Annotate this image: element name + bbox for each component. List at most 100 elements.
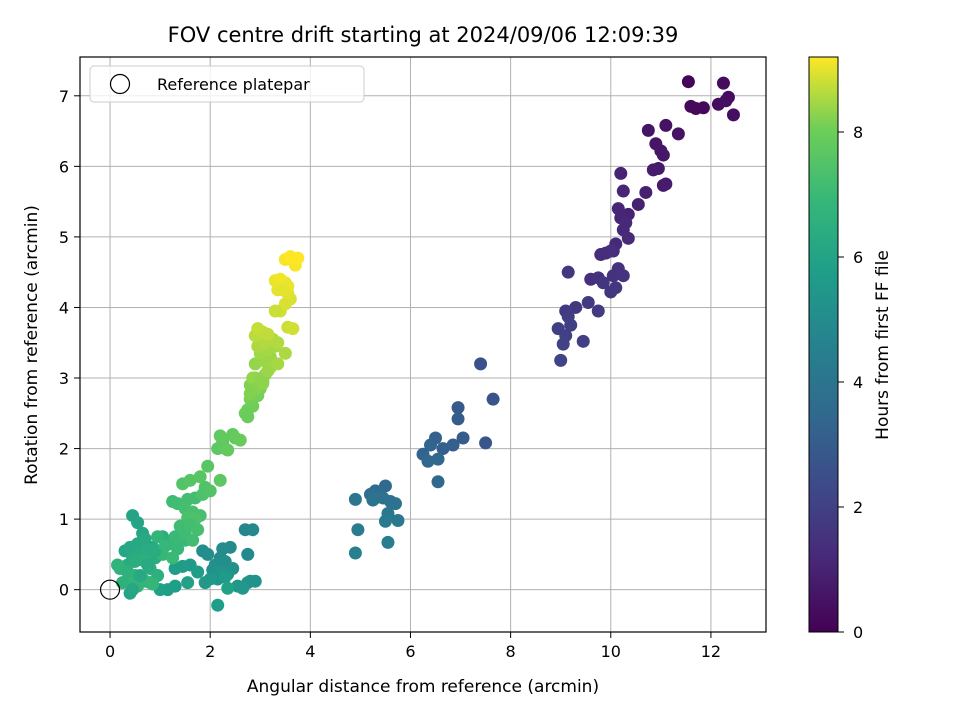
y-tick-label: 1 xyxy=(59,510,69,529)
scatter-point xyxy=(641,123,655,137)
scatter-point xyxy=(431,452,445,466)
scatter-point xyxy=(131,516,145,530)
y-tick-label: 5 xyxy=(59,228,69,247)
scatter-point xyxy=(233,433,247,447)
scatter-point xyxy=(596,276,610,290)
scatter-point xyxy=(671,127,685,141)
scatter-point xyxy=(168,530,182,544)
x-tick-label: 4 xyxy=(305,642,315,661)
scatter-point xyxy=(181,576,195,590)
scatter-point xyxy=(193,470,207,484)
scatter-point xyxy=(268,304,282,318)
x-tick-label: 8 xyxy=(506,642,516,661)
scatter-point xyxy=(456,431,470,445)
scatter-point xyxy=(251,322,265,336)
scatter-point xyxy=(186,533,200,547)
scatter-point xyxy=(183,473,197,487)
scatter-point xyxy=(424,438,438,452)
scatter-point xyxy=(141,558,155,572)
scatter-point xyxy=(243,387,257,401)
colorbar: 0 2 4 6 8 Hours from first FF file xyxy=(808,56,893,642)
scatter-point xyxy=(271,336,285,350)
legend: Reference platepar xyxy=(89,65,365,103)
scatter-point xyxy=(609,281,623,295)
scatter-point xyxy=(151,530,165,544)
scatter-point xyxy=(561,265,575,279)
scatter-point xyxy=(348,492,362,506)
plot-frame xyxy=(79,56,767,633)
x-tick-label: 10 xyxy=(601,642,621,661)
scatter-point xyxy=(616,184,630,198)
scatter-point xyxy=(631,197,645,211)
legend-label: Reference platepar xyxy=(157,75,310,94)
x-axis-ticks: 0 2 4 6 8 10 12 xyxy=(105,632,721,661)
scatter-point xyxy=(604,244,618,258)
scatter-point xyxy=(716,76,730,90)
scatter-point xyxy=(378,514,392,528)
y-tick-label: 7 xyxy=(59,87,69,106)
colorbar-tick-label: 6 xyxy=(853,248,863,267)
scatter-point xyxy=(221,581,235,595)
scatter-point xyxy=(203,484,217,498)
reference-point-marker xyxy=(99,579,121,600)
scatter-point xyxy=(646,163,660,177)
scatter-point xyxy=(681,75,695,89)
x-tick-label: 0 xyxy=(105,642,115,661)
scatter-point xyxy=(191,565,205,579)
scatter-point xyxy=(133,569,147,583)
scatter-point xyxy=(236,581,250,595)
scatter-point xyxy=(116,576,130,590)
scatter-point xyxy=(431,475,445,489)
scatter-point xyxy=(446,438,460,452)
scatter-point xyxy=(726,108,740,122)
scatter-point xyxy=(659,118,673,132)
scatter-point xyxy=(391,514,405,528)
scatter-point xyxy=(221,443,235,457)
scatter-point xyxy=(556,337,570,351)
colorbar-tick-label: 4 xyxy=(853,373,863,392)
colorbar-tick-label: 2 xyxy=(853,498,863,517)
colorbar-tick-label: 8 xyxy=(853,123,863,142)
scatter-point xyxy=(554,353,568,367)
scatter-point xyxy=(201,547,215,561)
scatter-point xyxy=(191,523,205,537)
scatter-point xyxy=(241,547,255,561)
scatter-point xyxy=(486,392,500,406)
y-tick-label: 4 xyxy=(59,298,69,317)
scatter-point xyxy=(203,572,217,586)
colorbar-gradient xyxy=(808,56,839,633)
scatter-point xyxy=(271,357,285,371)
scatter-point xyxy=(241,410,255,424)
scatter-point xyxy=(213,429,227,443)
scatter-point xyxy=(276,283,290,297)
y-tick-label: 2 xyxy=(59,440,69,459)
scatter-point xyxy=(166,551,180,565)
x-tick-label: 2 xyxy=(205,642,215,661)
colorbar-tick-label: 0 xyxy=(853,623,863,642)
scatter-point xyxy=(581,296,595,310)
scatter-point xyxy=(246,523,260,537)
scatter-point xyxy=(576,334,590,348)
scatter-point xyxy=(111,558,125,572)
scatter-point xyxy=(213,473,227,487)
scatter-point xyxy=(261,327,275,341)
x-axis-label: Angular distance from reference (arcmin) xyxy=(247,677,599,697)
y-axis-ticks: 0 1 2 3 4 5 6 7 xyxy=(59,87,80,600)
scatter-point xyxy=(659,177,673,191)
scatter-point xyxy=(591,304,605,318)
scatter-point xyxy=(351,523,365,537)
scatter-point xyxy=(158,539,172,553)
scatter-point xyxy=(621,231,635,245)
scatter-point xyxy=(479,436,493,450)
scatter-point xyxy=(218,570,232,584)
scatter-point xyxy=(256,377,270,391)
scatter-point xyxy=(421,454,435,468)
scatter-point xyxy=(216,542,230,556)
scatter-point xyxy=(696,101,710,115)
scatter-point xyxy=(168,562,182,576)
scatter-point xyxy=(286,322,300,336)
scatter-point xyxy=(368,491,382,505)
scatter-point xyxy=(283,250,297,264)
scatter-point xyxy=(211,598,225,612)
scatter-point xyxy=(436,442,450,456)
